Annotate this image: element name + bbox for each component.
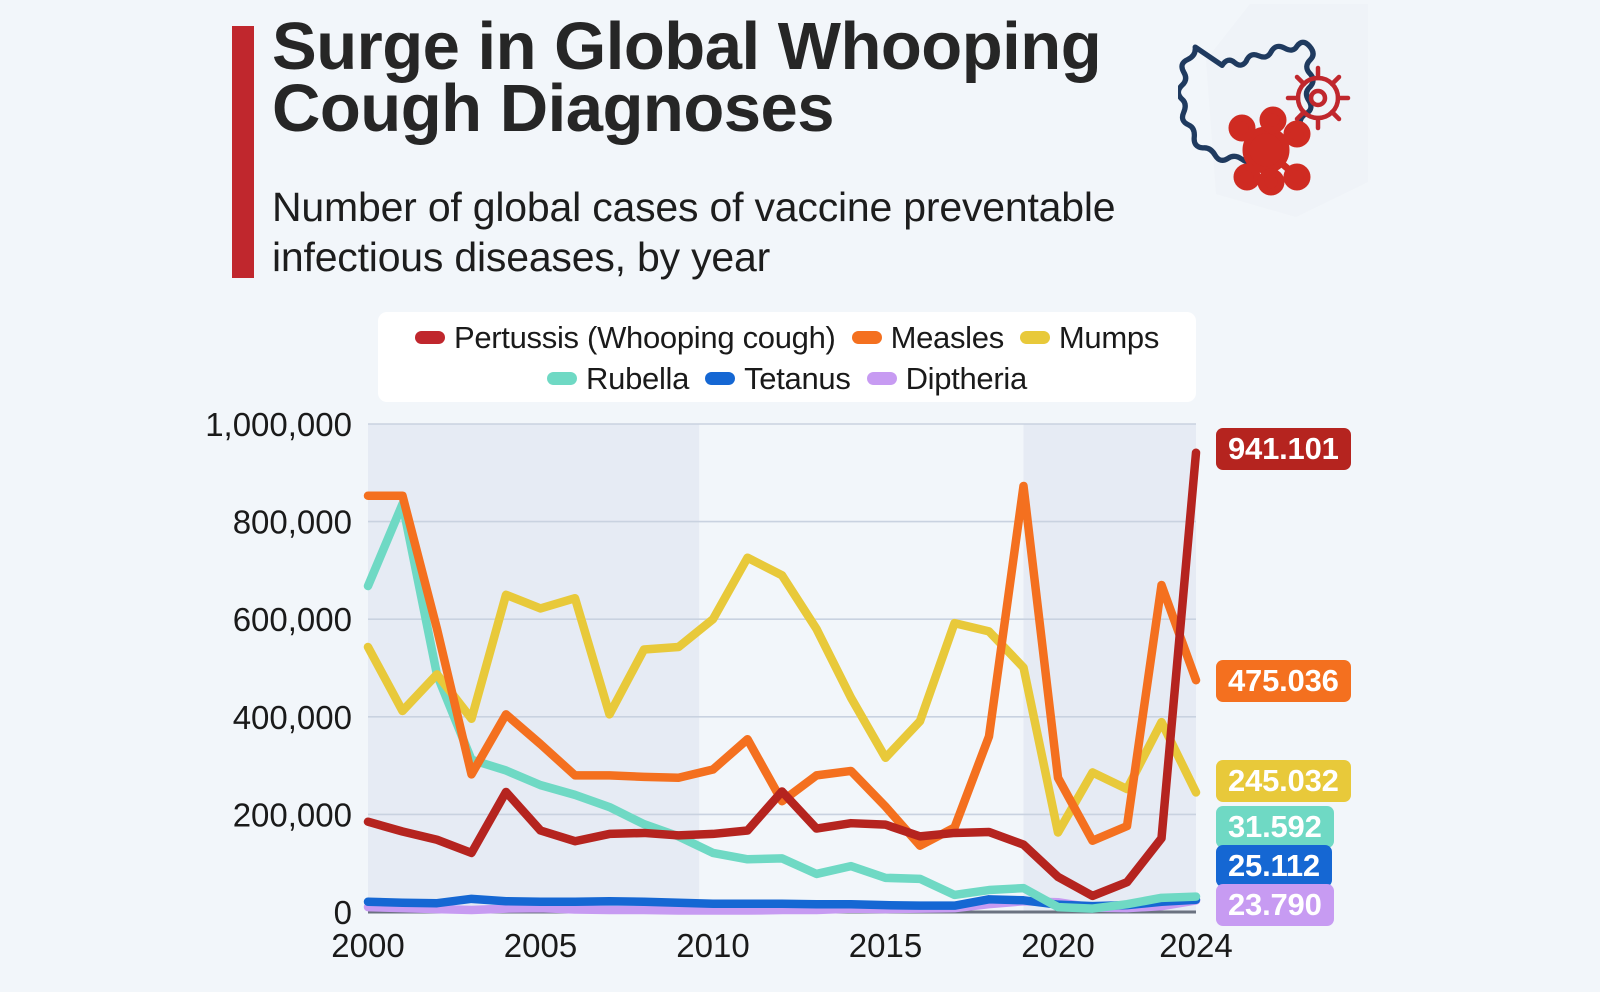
x-tick-label: 2005 xyxy=(504,927,577,964)
legend-swatch-mumps xyxy=(1019,331,1050,344)
y-tick-label: 0 xyxy=(334,894,352,931)
legend-item-measles[interactable]: Measles xyxy=(851,319,1005,356)
end-value-label: 475.036 xyxy=(1216,660,1351,702)
header: Surge in Global Whooping Cough Diagnoses… xyxy=(0,0,1600,300)
legend-item-mumps[interactable]: Mumps xyxy=(1019,319,1160,356)
y-tick-label: 600,000 xyxy=(233,601,352,638)
y-tick-label: 400,000 xyxy=(233,699,352,736)
legend-swatch-diptheria xyxy=(866,372,897,385)
y-tick-label: 1,000,000 xyxy=(205,406,352,443)
x-tick-label: 2024 xyxy=(1159,927,1232,964)
legend-row-1: Pertussis (Whooping cough) Measles Mumps xyxy=(414,317,1160,358)
y-axis-tick-labels: 0 200,000 400,000 600,000 800,000 1,000,000 xyxy=(205,406,352,931)
x-tick-label: 2010 xyxy=(676,927,749,964)
x-axis-tick-labels: 2000 2005 2010 2015 2020 2024 xyxy=(331,927,1232,964)
virus-solid-icon xyxy=(1228,106,1311,196)
series-line-measles xyxy=(363,481,1201,850)
legend-item-tetanus[interactable]: Tetanus xyxy=(705,360,851,397)
y-tick-label: 800,000 xyxy=(233,504,352,541)
chart-gridlines xyxy=(368,423,1196,914)
y-tick-label: 200,000 xyxy=(233,796,352,833)
page-title: Surge in Global Whooping Cough Diagnoses xyxy=(272,9,1102,146)
legend-swatch-pertussis xyxy=(414,331,445,344)
end-value-label: 31.592 xyxy=(1216,806,1334,848)
legend-label-rubella: Rubella xyxy=(586,360,690,396)
legend-label-diptheria: Diptheria xyxy=(905,360,1028,396)
shaded-band xyxy=(1023,424,1196,912)
legend-label-measles: Measles xyxy=(890,319,1005,355)
end-value-label: 245.032 xyxy=(1216,760,1351,802)
chart-legend: Pertussis (Whooping cough) Measles Mumps… xyxy=(378,312,1196,402)
legend-item-rubella[interactable]: Rubella xyxy=(547,361,689,397)
chart-shaded-bands xyxy=(368,424,1196,912)
x-tick-label: 2015 xyxy=(849,927,922,964)
series-line-tetanus xyxy=(363,894,1201,911)
legend-swatch-measles xyxy=(851,331,882,344)
virus-illustration xyxy=(1175,2,1368,217)
chart-series-lines xyxy=(363,448,1201,915)
legend-label-pertussis: Pertussis (Whooping cough) xyxy=(453,319,836,355)
x-tick-label: 2020 xyxy=(1021,927,1094,964)
series-line-diptheria xyxy=(363,896,1201,915)
end-value-label: 23.790 xyxy=(1216,884,1334,926)
legend-label-tetanus: Tetanus xyxy=(744,360,851,396)
series-line-rubella xyxy=(363,499,1201,913)
x-tick-label: 2000 xyxy=(331,927,404,964)
legend-item-pertussis[interactable]: Pertussis (Whooping cough) xyxy=(414,319,836,356)
virus-small-outline-icon xyxy=(1285,65,1351,131)
page-subtitle: Number of global cases of vaccine preven… xyxy=(272,184,1116,281)
legend-row-2: Rubella Tetanus Diptheria xyxy=(547,358,1027,399)
legend-item-diptheria[interactable]: Diptheria xyxy=(866,360,1028,397)
legend-swatch-tetanus xyxy=(705,372,736,385)
end-value-label: 25.112 xyxy=(1216,845,1332,887)
end-value-label: 941.101 xyxy=(1216,428,1351,470)
legend-swatch-rubella xyxy=(547,372,578,385)
shaded-band xyxy=(368,424,700,912)
legend-label-mumps: Mumps xyxy=(1058,319,1160,355)
series-line-pertussis xyxy=(363,448,1201,901)
title-accent-bar xyxy=(232,26,254,278)
series-line-mumps xyxy=(363,553,1201,837)
